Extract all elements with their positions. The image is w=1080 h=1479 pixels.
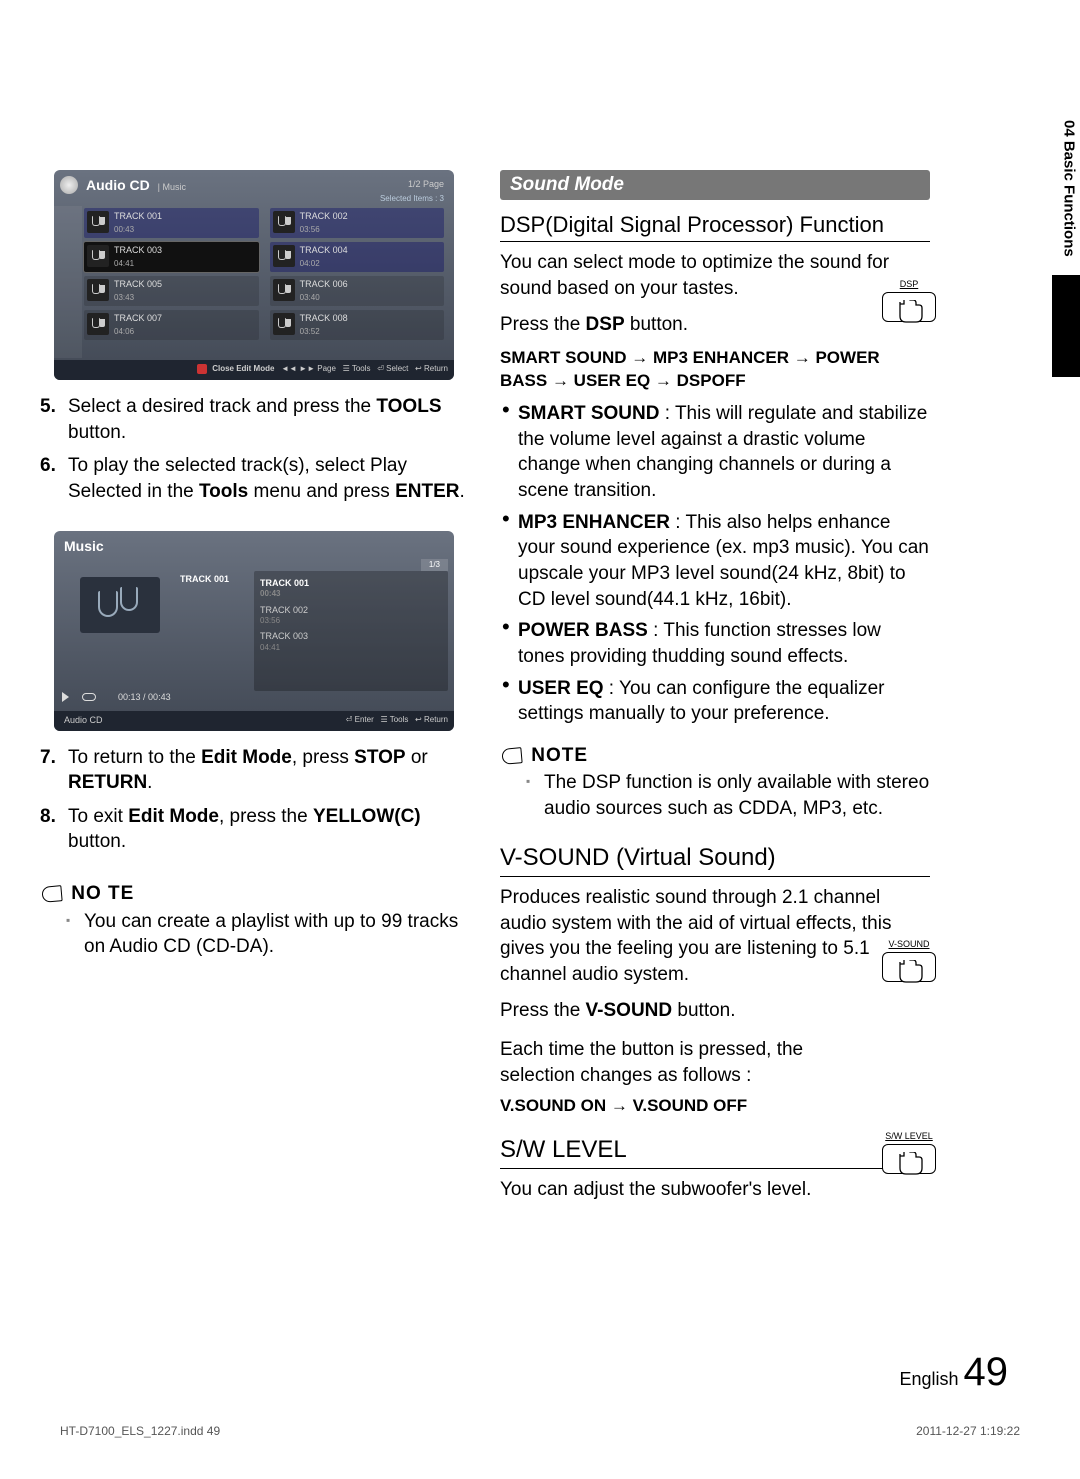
shot1-page: 1/2 Page [408,178,444,190]
play-icon [62,692,69,702]
section-tab-marker [1052,275,1080,377]
swlevel-desc: You can adjust the subwoofer's level. [500,1177,820,1203]
screenshot-music-player: Music 1/3 TRACK 001 TRACK 00100:43TRACK … [54,531,454,731]
shot2-time: 00:13 / 00:43 [118,692,171,702]
shot1-footer: Close Edit Mode ◄◄ ►► Page ☰ Tools ⏎ Sel… [54,360,454,380]
shot2-footer: Audio CD ⏎ Enter ☰ Tools ↩ Return [54,711,454,731]
shot2-left-pane: TRACK 001 [60,571,250,691]
vsound-cycle: Each time the button is pressed, the sel… [500,1037,840,1088]
note-heading-1: NO TE [42,881,470,907]
note-heading-2: NOTE [502,743,930,769]
press-hand-icon [890,1152,930,1186]
disc-icon [60,176,78,194]
indd-stamp: HT-D7100_ELS_1227.indd 49 [60,1423,220,1439]
note-list-1: You can create a playlist with up to 99 … [66,909,470,960]
vsound-sequence: V.SOUND ON → V.SOUND OFF [500,1095,930,1118]
press-hand-icon [890,960,930,994]
vsound-button-illustration: V-SOUND [882,938,936,982]
sound-mode-header: Sound Mode [500,170,930,200]
shot2-source: Audio CD [64,714,103,726]
page-number: English 49 [899,1345,1008,1399]
section-tab-label: 04 Basic Functions [1058,120,1078,257]
repeat-icon [82,693,96,701]
shot1-track-grid: TRACK 00100:43TRACK 00203:56TRACK 00304:… [84,208,448,356]
steps-list-2: 7.To return to the Edit Mode, press STOP… [40,745,470,864]
shot2-tab: 1/3 [421,559,448,572]
vsound-desc: Produces realistic sound through 2.1 cha… [500,885,930,988]
dsp-heading: DSP(Digital Signal Processor) Function [500,210,930,243]
dsp-sequence: SMART SOUND → MP3 ENHANCER → POWER BASS … [500,347,930,393]
vsound-heading: V-SOUND (Virtual Sound) [500,842,930,877]
vsound-button-label: V-SOUND [882,938,936,950]
note-hand-icon [41,885,62,903]
swlevel-button-label: S/W LEVEL [882,1130,936,1142]
red-button-icon [197,364,207,374]
note-list-2: The DSP function is only available with … [526,770,930,821]
dsp-feature-list: SMART SOUND : This will regulate and sta… [500,401,930,733]
vsound-press: Press the V-SOUND button. [500,998,820,1024]
dsp-button-illustration: DSP [882,278,936,322]
shot2-title: Music [54,531,454,562]
dsp-intro: You can select mode to optimize the soun… [500,250,930,301]
shot1-title: Audio CD [86,177,150,193]
shot2-current-track: TRACK 001 [180,573,229,585]
press-hand-icon [890,300,930,334]
music-note-icon [80,577,160,633]
dsp-press: Press the DSP button. [500,312,820,338]
shot1-selected-count: Selected Items : 3 [380,194,444,205]
shot1-subtitle: | Music [158,182,186,192]
date-stamp: 2011-12-27 1:19:22 [916,1423,1020,1439]
shot2-playlist: TRACK 00100:43TRACK 00203:56TRACK 00304:… [254,571,448,691]
swlevel-button-illustration: S/W LEVEL [882,1130,936,1174]
shot1-sidebar [54,206,82,358]
dsp-button-label: DSP [882,278,936,290]
note-hand-icon [501,747,522,765]
steps-list-1: 5.Select a desired track and press the T… [40,394,470,513]
swlevel-heading: S/W LEVEL [500,1134,930,1169]
screenshot-audio-cd: Audio CD | Music 1/2 Page Selected Items… [54,170,454,380]
shot2-progress: 00:13 / 00:43 [62,691,254,707]
